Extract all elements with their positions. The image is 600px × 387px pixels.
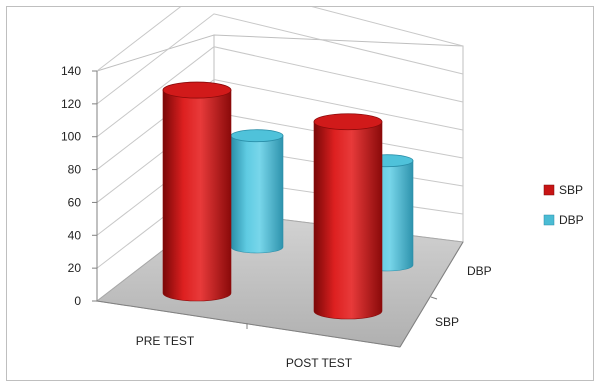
depth-tick-label: SBP	[435, 315, 459, 329]
y-tick-label: 100	[61, 130, 81, 144]
gridline	[96, 46, 464, 138]
y-tick-label: 20	[68, 261, 82, 275]
y-tick-label: 80	[68, 163, 82, 177]
bar-cylinder	[230, 129, 284, 254]
cylinder-body	[230, 135, 284, 254]
legend-label-dbp: DBP	[559, 213, 584, 227]
cylinder-body	[313, 121, 383, 320]
y-tick-label: 140	[61, 64, 81, 78]
y-tick-label: 0	[74, 294, 81, 308]
legend-item: DBP	[543, 213, 584, 227]
gridline	[96, 79, 464, 170]
x-tick-label: POST TEST	[286, 356, 353, 370]
bar-cylinder	[162, 81, 232, 302]
y-tick-label: 40	[68, 228, 82, 242]
chart-frame: 0 20 40 60 80 100 120 140 PRE TEST POST TEST SB…	[6, 0, 594, 381]
chart-svg: 0 20 40 60 80 100 120 140 PRE TEST POST TEST SB…	[61, 0, 584, 370]
x-axis-line	[96, 300, 401, 348]
legend-swatch-sbp	[543, 184, 555, 196]
legend-item: SBP	[543, 183, 583, 197]
legend: SBP DBP	[543, 183, 584, 227]
cylinder-top	[313, 113, 383, 131]
legend-label-sbp: SBP	[559, 183, 583, 197]
y-tick-label: 60	[68, 195, 82, 209]
depth-tick-mark	[430, 296, 438, 300]
gridline	[96, 0, 464, 72]
depth-axis-line	[399, 241, 464, 348]
cylinder-top	[230, 129, 284, 143]
legend-swatch-dbp	[543, 214, 555, 226]
x-tick-label: PRE TEST	[136, 334, 195, 348]
bar-cylinder	[313, 113, 383, 320]
cylinder-body	[162, 89, 232, 302]
gridline	[96, 13, 464, 105]
depth-tick-label: DBP	[467, 264, 492, 278]
cylinder-top	[162, 81, 232, 99]
y-tick-label: 120	[61, 97, 81, 111]
